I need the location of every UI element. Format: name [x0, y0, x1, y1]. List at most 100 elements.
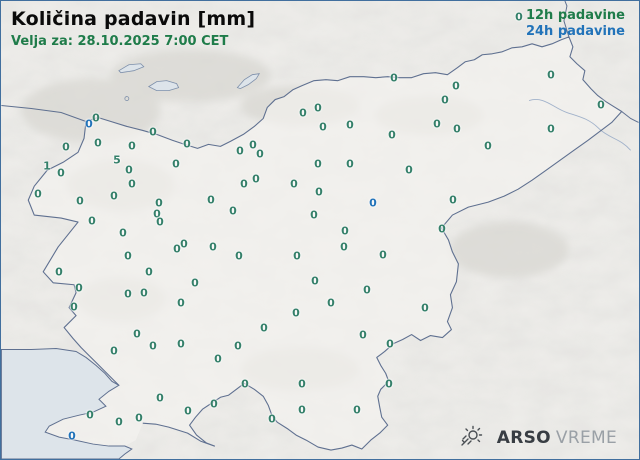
station-value: 0: [235, 249, 243, 263]
station-value: 0: [353, 403, 361, 417]
station-value: 0: [386, 337, 394, 351]
station-value: 0: [76, 194, 84, 208]
station-value: 0: [252, 172, 260, 186]
station-value: 1: [43, 159, 51, 173]
station-value: 0: [119, 226, 127, 240]
vreme-wordmark: VREME: [555, 428, 617, 448]
valid-time-label: Velja za: 28.10.2025 7:00 CET: [11, 34, 229, 49]
station-value: 0: [124, 249, 132, 263]
station-value: 0: [177, 296, 185, 310]
station-value: 0: [110, 189, 118, 203]
station-value: 0: [209, 240, 217, 254]
station-value: 0: [290, 177, 298, 191]
station-value: 0: [314, 101, 322, 115]
station-value: 0: [155, 196, 163, 210]
station-value: 0: [421, 301, 429, 315]
slovenia-border: [27, 36, 623, 451]
station-value: 0: [191, 276, 199, 290]
station-value: 0: [311, 274, 319, 288]
station-value: 0: [149, 125, 157, 139]
station-value: 0: [441, 93, 449, 107]
station-value: 0: [86, 408, 94, 422]
station-value: 0: [249, 138, 257, 152]
sea: [1, 347, 133, 459]
arso-wordmark: ARSO VREME: [496, 428, 617, 448]
station-value: 0: [346, 118, 354, 132]
station-value: 0: [156, 391, 164, 405]
station-value: 0: [241, 377, 249, 391]
station-value: 0: [140, 286, 148, 300]
station-value: 0: [184, 404, 192, 418]
station-value: 0: [388, 128, 396, 142]
station-value: 0: [236, 144, 244, 158]
station-value: 0: [156, 215, 164, 229]
slovenia-area: [28, 36, 622, 451]
station-value: 0: [135, 411, 143, 425]
neighbour-borders: [1, 1, 639, 123]
station-value: 0: [85, 117, 93, 131]
station-value: 0: [70, 300, 78, 314]
station-value: 0: [133, 327, 141, 341]
station-value: 0: [207, 193, 215, 207]
station-value: 0: [298, 377, 306, 391]
station-value: 0: [346, 157, 354, 171]
station-value: 0: [292, 306, 300, 320]
station-value: 0: [298, 403, 306, 417]
station-value: 0: [299, 106, 307, 120]
station-value: 0: [128, 139, 136, 153]
station-value: 0: [319, 120, 327, 134]
station-value: 0: [547, 122, 555, 136]
station-value: 0: [310, 208, 318, 222]
station-value: 0: [438, 222, 446, 236]
station-value: 0: [153, 207, 161, 221]
station-value: 0: [210, 397, 218, 411]
station-value: 0: [340, 240, 348, 254]
station-value: 0: [341, 224, 349, 238]
station-value: 0: [390, 71, 398, 85]
station-value: 0: [256, 147, 264, 161]
station-value: 0: [379, 248, 387, 262]
station-value: 0: [128, 177, 136, 191]
station-value: 0: [597, 98, 605, 112]
station-value: 0: [452, 79, 460, 93]
station-value: 0: [314, 157, 322, 171]
station-value: 0: [124, 287, 132, 301]
station-value: 0: [68, 429, 76, 443]
station-value: 0: [92, 111, 100, 125]
station-value: 0: [214, 352, 222, 366]
station-value: 0: [34, 187, 42, 201]
station-value: 0: [484, 139, 492, 153]
station-value: 0: [88, 214, 96, 228]
station-value: 0: [110, 344, 118, 358]
station-value: 0: [515, 10, 523, 24]
station-value: 0: [327, 296, 335, 310]
station-value: 0: [75, 281, 83, 295]
station-value: 5: [113, 153, 121, 167]
station-value: 0: [177, 337, 185, 351]
arso-vreme-logo: ARSO VREME: [458, 425, 617, 451]
station-value: 0: [433, 117, 441, 131]
lakes: [118, 63, 261, 101]
station-value: 0: [62, 140, 70, 154]
station-value: 0: [173, 242, 181, 256]
legend-24h-label: 24h padavine: [525, 24, 625, 39]
station-value: 0: [180, 237, 188, 251]
station-value: 0: [369, 196, 377, 210]
page-title: Količina padavin [mm]: [11, 8, 256, 30]
legend-12h-label: 12h padavine: [525, 8, 625, 23]
station-value: 0: [405, 163, 413, 177]
station-value: 0: [94, 136, 102, 150]
sun-rain-icon: [461, 425, 482, 446]
station-value: 0: [183, 137, 191, 151]
station-value: 0: [293, 249, 301, 263]
station-value: 0: [149, 339, 157, 353]
station-value: 0: [547, 68, 555, 82]
station-value: 0: [260, 321, 268, 335]
river: [528, 99, 631, 151]
station-value: 0: [229, 204, 237, 218]
station-value: 0: [453, 122, 461, 136]
station-value: 0: [449, 193, 457, 207]
